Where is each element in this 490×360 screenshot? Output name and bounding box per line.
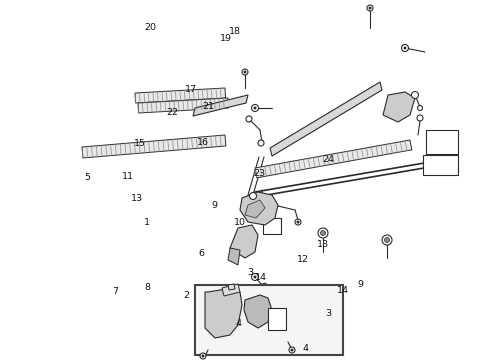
Polygon shape xyxy=(193,95,248,116)
Circle shape xyxy=(258,140,264,146)
Text: 12: 12 xyxy=(297,255,309,264)
Circle shape xyxy=(417,115,423,121)
Polygon shape xyxy=(138,98,228,113)
Text: 24: 24 xyxy=(322,155,334,164)
Circle shape xyxy=(201,355,204,357)
Circle shape xyxy=(296,220,299,224)
Text: 5: 5 xyxy=(84,173,90,182)
Polygon shape xyxy=(240,192,278,225)
Circle shape xyxy=(412,91,418,99)
Polygon shape xyxy=(270,82,382,156)
Text: 4: 4 xyxy=(236,320,242,328)
Text: 13: 13 xyxy=(318,240,329,248)
Bar xyxy=(268,308,286,330)
Polygon shape xyxy=(205,288,242,338)
Text: 2: 2 xyxy=(183,291,189,300)
Polygon shape xyxy=(245,200,265,218)
Circle shape xyxy=(200,353,206,359)
Text: 22: 22 xyxy=(167,108,178,117)
Circle shape xyxy=(320,230,325,235)
Circle shape xyxy=(291,348,294,351)
Bar xyxy=(263,218,281,234)
Text: 11: 11 xyxy=(122,172,134,181)
Polygon shape xyxy=(228,284,235,290)
Text: 1: 1 xyxy=(144,218,150,227)
Text: 14: 14 xyxy=(255,273,267,282)
Text: 13: 13 xyxy=(131,194,143,202)
Text: 23: 23 xyxy=(254,169,266,178)
Polygon shape xyxy=(383,92,415,122)
Polygon shape xyxy=(230,225,258,258)
Circle shape xyxy=(246,116,252,122)
Bar xyxy=(426,130,458,154)
Bar xyxy=(195,285,343,355)
Polygon shape xyxy=(135,88,225,103)
Text: 6: 6 xyxy=(198,249,204,258)
Polygon shape xyxy=(255,140,412,178)
Circle shape xyxy=(382,235,392,245)
Text: 3: 3 xyxy=(247,269,253,277)
Text: 7: 7 xyxy=(112,287,118,296)
Circle shape xyxy=(318,228,328,238)
Polygon shape xyxy=(228,248,240,265)
Circle shape xyxy=(253,275,256,279)
Circle shape xyxy=(289,347,295,353)
Circle shape xyxy=(367,5,373,11)
Polygon shape xyxy=(256,283,266,307)
Circle shape xyxy=(244,71,246,73)
Text: 18: 18 xyxy=(229,27,241,36)
Text: 15: 15 xyxy=(134,139,146,148)
Text: 20: 20 xyxy=(144,23,156,32)
Circle shape xyxy=(403,46,407,49)
Text: 9: 9 xyxy=(212,201,218,210)
Circle shape xyxy=(401,45,409,51)
Text: 16: 16 xyxy=(197,139,209,148)
Circle shape xyxy=(251,104,259,112)
Circle shape xyxy=(249,193,256,199)
Text: 17: 17 xyxy=(185,85,197,94)
Circle shape xyxy=(417,105,422,111)
Circle shape xyxy=(368,6,371,9)
Text: 21: 21 xyxy=(202,102,214,111)
Circle shape xyxy=(295,219,301,225)
Bar xyxy=(423,155,458,175)
Text: 9: 9 xyxy=(357,280,363,289)
Text: 10: 10 xyxy=(234,217,246,227)
Circle shape xyxy=(242,69,248,75)
Circle shape xyxy=(253,107,256,109)
Text: 19: 19 xyxy=(220,34,232,43)
Polygon shape xyxy=(82,135,226,158)
Text: 14: 14 xyxy=(337,287,349,295)
Text: 3: 3 xyxy=(325,310,331,319)
Circle shape xyxy=(385,238,390,243)
Circle shape xyxy=(251,274,259,280)
Text: 4: 4 xyxy=(302,344,308,353)
Polygon shape xyxy=(222,284,240,296)
Text: 8: 8 xyxy=(144,284,150,292)
Polygon shape xyxy=(244,295,272,328)
